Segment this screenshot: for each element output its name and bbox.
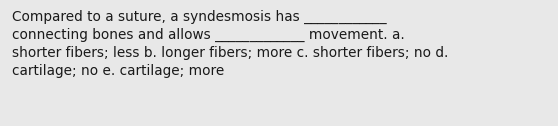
Text: shorter fibers; less b. longer fibers; more c. shorter fibers; no d.: shorter fibers; less b. longer fibers; m…	[12, 46, 449, 60]
Text: Compared to a suture, a syndesmosis has ____________: Compared to a suture, a syndesmosis has …	[12, 10, 387, 24]
Text: connecting bones and allows _____________ movement. a.: connecting bones and allows ____________…	[12, 28, 405, 42]
Text: cartilage; no e. cartilage; more: cartilage; no e. cartilage; more	[12, 64, 224, 78]
